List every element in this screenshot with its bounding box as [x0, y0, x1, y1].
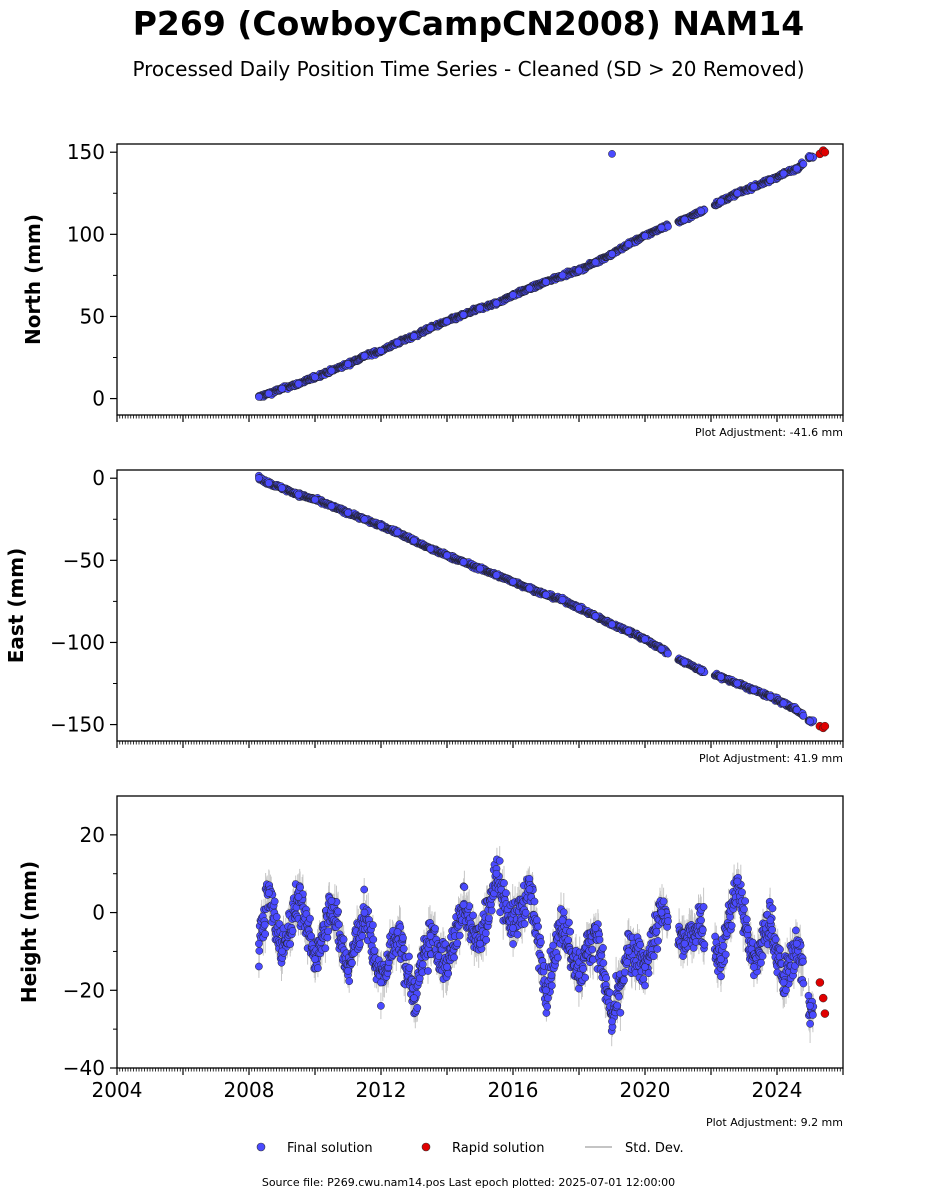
north-final-point [459, 310, 468, 319]
north-final-point [717, 197, 725, 206]
north-panel: 0 50 100 150 North (mm) Plot Adjustment: -41.… [21, 140, 844, 439]
east-final-points [255, 471, 818, 727]
north-final-point [255, 393, 263, 401]
north-final-point [624, 240, 633, 249]
north-ytick-label: 0 [92, 387, 105, 411]
north-rapid-point [820, 147, 830, 157]
north-plot-adjustment: Plot Adjustment: -41.6 mm [695, 426, 843, 439]
north-final-point [766, 176, 775, 184]
north-final-point [377, 347, 385, 355]
north-final-point [608, 150, 616, 158]
north-final-point [792, 164, 801, 173]
north-final-point [733, 189, 742, 198]
north-final-point [806, 153, 814, 161]
north-data [255, 146, 830, 401]
north-final-point [799, 160, 808, 168]
north-final-point [264, 389, 273, 398]
north-final-point [542, 278, 550, 286]
north-final-point [393, 338, 402, 347]
north-ytick-label: 100 [67, 222, 105, 246]
north-final-point [558, 271, 567, 280]
north-final-point [492, 299, 501, 308]
north-ytick-label: 50 [80, 304, 105, 328]
north-final-point [327, 366, 336, 375]
north-final-point [680, 215, 689, 224]
north-frame [116, 143, 844, 416]
north-final-point [344, 360, 352, 368]
north-final-point [360, 352, 369, 360]
north-final-point [641, 232, 649, 240]
north-ytick-label: 150 [67, 140, 105, 164]
north-final-point [657, 223, 666, 232]
north-final-point [779, 169, 788, 178]
north-final-point [664, 222, 672, 231]
north-final-point [426, 324, 435, 332]
chart-title: P269 (CowboyCampCN2008) NAM14 [132, 4, 805, 43]
north-final-point [311, 373, 319, 382]
north-final-point [509, 291, 517, 299]
north-final-point [697, 207, 705, 216]
north-final-point [443, 317, 451, 326]
north-rapid-points [815, 146, 830, 159]
north-final-point [575, 266, 583, 275]
north-final-point [476, 304, 484, 313]
east-data [255, 471, 830, 733]
chart-subtitle: Processed Daily Position Time Series - C… [132, 57, 805, 81]
north-final-point [591, 258, 600, 267]
north-final-points [255, 150, 818, 401]
north-ylabel: North (mm) [21, 214, 45, 345]
north-final-point [410, 332, 418, 341]
north-final-point [525, 284, 534, 293]
north-final-point [750, 182, 758, 191]
north-final-point [608, 250, 616, 258]
plot-panels: 0 50 100 150 North (mm) Plot Adjustment: -41.… [4, 140, 844, 1129]
north-final-point [294, 379, 303, 388]
north-final-point [278, 384, 286, 393]
